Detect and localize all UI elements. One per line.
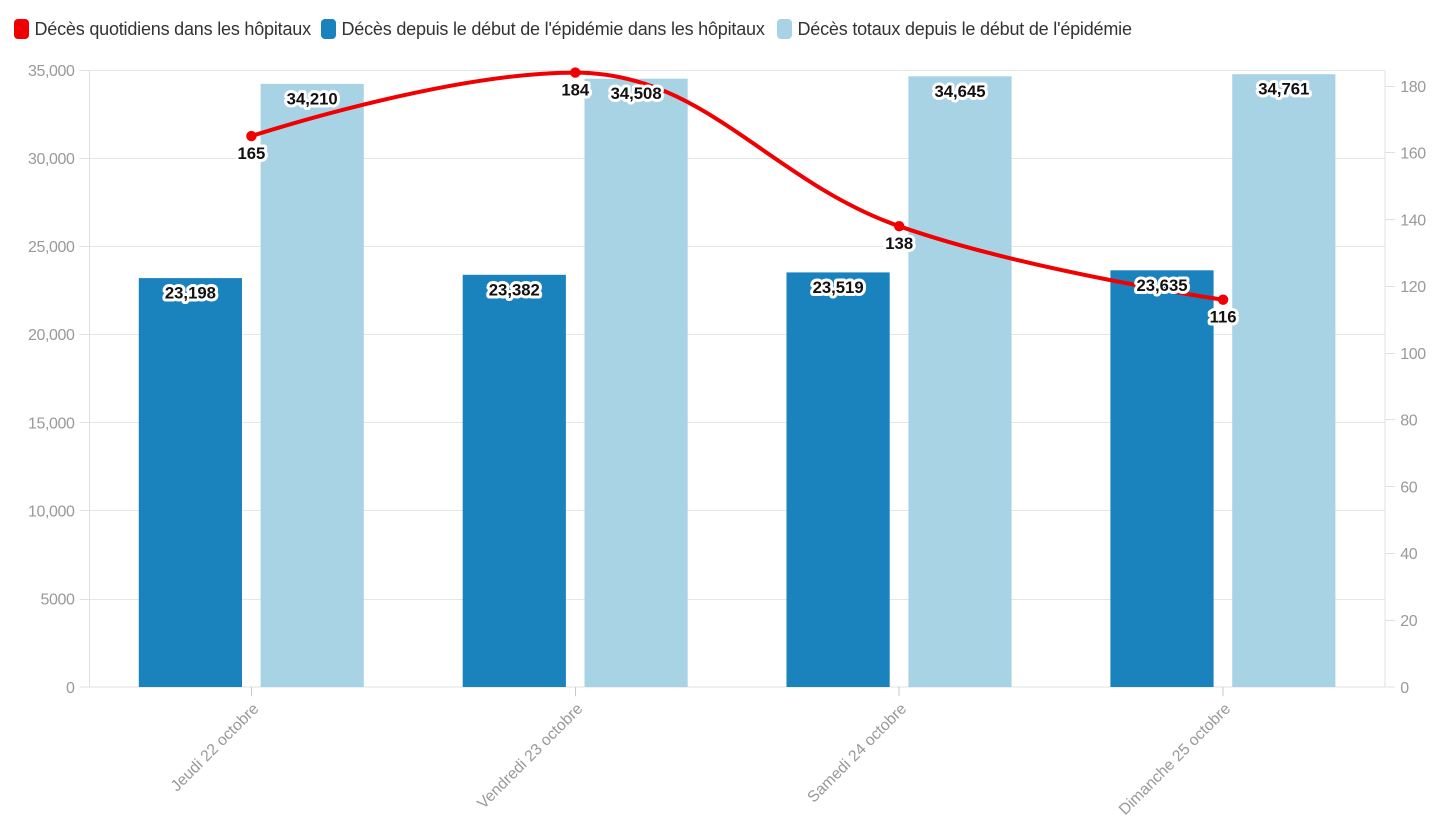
svg-text:34,645: 34,645 [934, 82, 985, 101]
svg-text:23,198: 23,198 [165, 284, 216, 303]
svg-text:23,635: 23,635 [1136, 276, 1187, 295]
svg-text:116: 116 [1210, 308, 1237, 327]
svg-text:15,000: 15,000 [28, 415, 75, 432]
svg-text:160: 160 [1400, 146, 1426, 163]
svg-text:Décès depuis le début de l'épi: Décès depuis le début de l'épidémie dans… [342, 19, 765, 39]
svg-text:Décès totaux depuis le début d: Décès totaux depuis le début de l'épidém… [798, 19, 1132, 39]
svg-text:140: 140 [1400, 212, 1426, 229]
svg-text:120: 120 [1400, 279, 1426, 296]
svg-text:30,000: 30,000 [28, 151, 75, 168]
svg-text:0: 0 [66, 680, 75, 697]
svg-text:180: 180 [1400, 79, 1426, 96]
svg-text:34,761: 34,761 [1258, 80, 1309, 99]
svg-text:60: 60 [1400, 480, 1417, 497]
svg-text:35,000: 35,000 [28, 63, 75, 80]
svg-text:80: 80 [1400, 413, 1417, 430]
svg-text:184: 184 [561, 81, 590, 100]
svg-text:10,000: 10,000 [28, 504, 75, 521]
svg-text:5000: 5000 [41, 592, 75, 609]
svg-text:34,210: 34,210 [287, 89, 338, 108]
svg-text:100: 100 [1400, 346, 1426, 363]
svg-text:20: 20 [1400, 613, 1417, 630]
svg-text:34,508: 34,508 [611, 84, 662, 103]
svg-text:20,000: 20,000 [28, 327, 75, 344]
svg-text:138: 138 [885, 234, 913, 253]
svg-text:40: 40 [1400, 546, 1417, 563]
svg-text:165: 165 [237, 144, 265, 163]
svg-text:25,000: 25,000 [28, 239, 75, 256]
svg-text:Décès quotidiens dans les hôpi: Décès quotidiens dans les hôpitaux [35, 19, 312, 39]
svg-text:0: 0 [1400, 680, 1409, 697]
svg-text:23,382: 23,382 [489, 280, 540, 299]
svg-text:23,519: 23,519 [813, 278, 864, 297]
